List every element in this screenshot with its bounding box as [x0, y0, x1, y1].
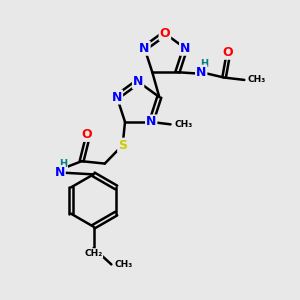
- Text: CH₃: CH₃: [174, 120, 192, 129]
- Text: O: O: [222, 46, 233, 59]
- Text: O: O: [82, 128, 92, 141]
- Text: CH₃: CH₃: [115, 260, 133, 269]
- Text: N: N: [180, 42, 190, 55]
- Text: N: N: [133, 75, 143, 88]
- Text: S: S: [118, 139, 127, 152]
- Text: CH₂: CH₂: [84, 249, 103, 258]
- Text: N: N: [146, 116, 156, 128]
- Text: H: H: [59, 159, 67, 169]
- Text: N: N: [112, 91, 122, 103]
- Text: H: H: [200, 59, 208, 69]
- Text: N: N: [54, 166, 65, 179]
- Text: CH₃: CH₃: [248, 75, 266, 84]
- Text: O: O: [160, 27, 170, 40]
- Text: N: N: [196, 66, 206, 79]
- Text: N: N: [139, 42, 150, 55]
